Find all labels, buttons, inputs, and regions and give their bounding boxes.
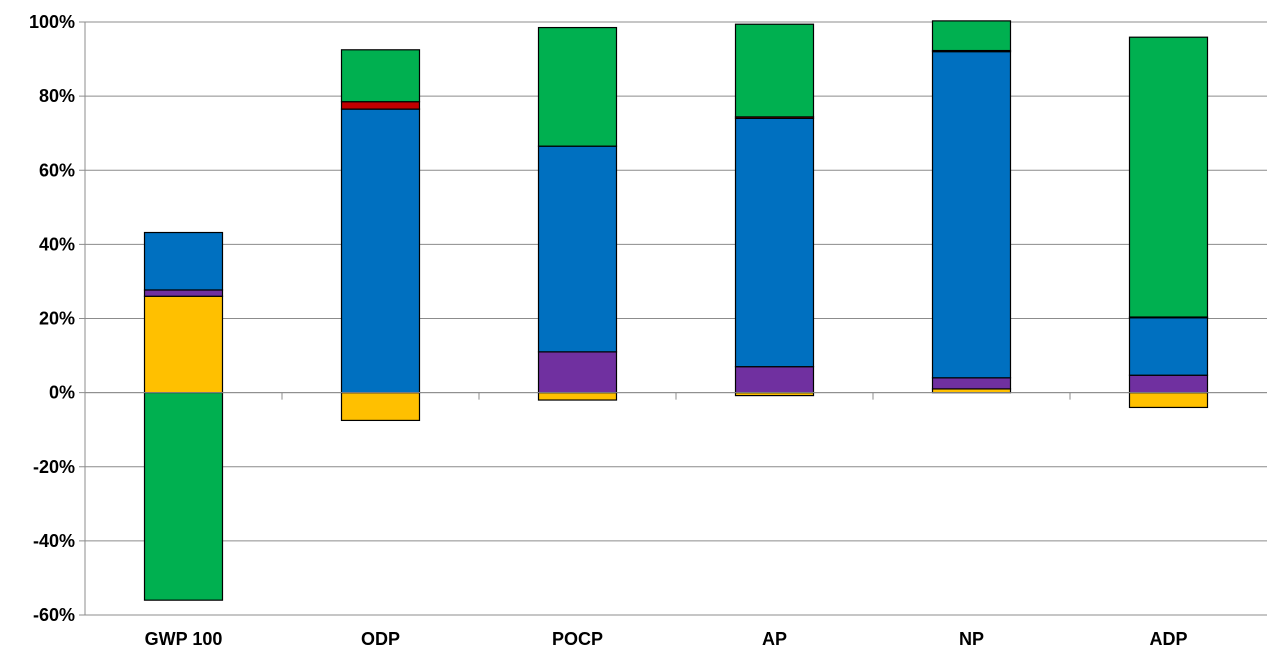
bar-segment xyxy=(734,366,815,394)
y-tick-label: -60% xyxy=(33,605,75,625)
bar-segment xyxy=(1128,374,1209,394)
y-tick-label: -20% xyxy=(33,457,75,477)
bar-segment xyxy=(537,351,618,394)
y-tick-label: 40% xyxy=(39,234,75,254)
bar-segment xyxy=(537,26,618,147)
bar-segment xyxy=(1128,317,1209,376)
bar-segment xyxy=(143,289,224,297)
y-tick-label: 20% xyxy=(39,309,75,329)
bar-segment xyxy=(537,145,618,353)
y-tick-label: -40% xyxy=(33,531,75,551)
bar-segment xyxy=(143,392,224,601)
bar-segment xyxy=(537,392,618,401)
bar-segment xyxy=(734,23,815,118)
x-category-label: POCP xyxy=(552,629,603,649)
x-category-label: ADP xyxy=(1149,629,1187,649)
x-category-label: AP xyxy=(762,629,787,649)
y-tick-label: 80% xyxy=(39,86,75,106)
bar-segment xyxy=(340,108,421,394)
y-tick-label: 100% xyxy=(29,12,75,32)
bar-segment xyxy=(340,392,421,422)
bar-segment xyxy=(340,101,421,110)
bar-segment xyxy=(143,295,224,394)
bar-segment xyxy=(143,231,224,291)
y-tick-label: 60% xyxy=(39,160,75,180)
bars xyxy=(143,20,1209,601)
bar-segment xyxy=(931,377,1012,390)
x-category-label: GWP 100 xyxy=(145,629,223,649)
bar-segment xyxy=(340,49,421,103)
axis-labels: 100% 80% 60% 40% 20% 0% -20% -40% -60% GWP 100 ODP… xyxy=(29,12,1188,649)
bar-segment xyxy=(1128,36,1209,318)
x-category-label: ODP xyxy=(361,629,400,649)
bar-segment xyxy=(1128,392,1209,409)
x-category-label: NP xyxy=(959,629,984,649)
bar-segment xyxy=(734,117,815,368)
y-tick-label: 0% xyxy=(49,383,75,403)
axes xyxy=(79,21,1267,616)
bar-segment xyxy=(931,51,1012,379)
bar-segment xyxy=(931,20,1012,52)
gridlines xyxy=(85,21,1267,616)
